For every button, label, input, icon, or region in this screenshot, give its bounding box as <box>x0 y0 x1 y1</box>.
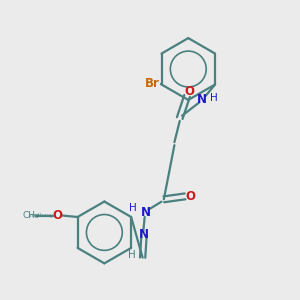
Text: N: N <box>197 93 207 106</box>
Text: CH₃: CH₃ <box>23 211 39 220</box>
Text: Br: Br <box>145 76 160 89</box>
Text: N: N <box>139 228 149 241</box>
Text: O: O <box>184 85 194 98</box>
Text: H: H <box>210 93 218 103</box>
Text: N: N <box>141 206 151 219</box>
Text: O: O <box>185 190 195 203</box>
Text: O: O <box>52 209 62 222</box>
Text: methoxy: methoxy <box>29 213 54 218</box>
Text: H: H <box>129 203 137 213</box>
Text: H: H <box>128 250 135 260</box>
